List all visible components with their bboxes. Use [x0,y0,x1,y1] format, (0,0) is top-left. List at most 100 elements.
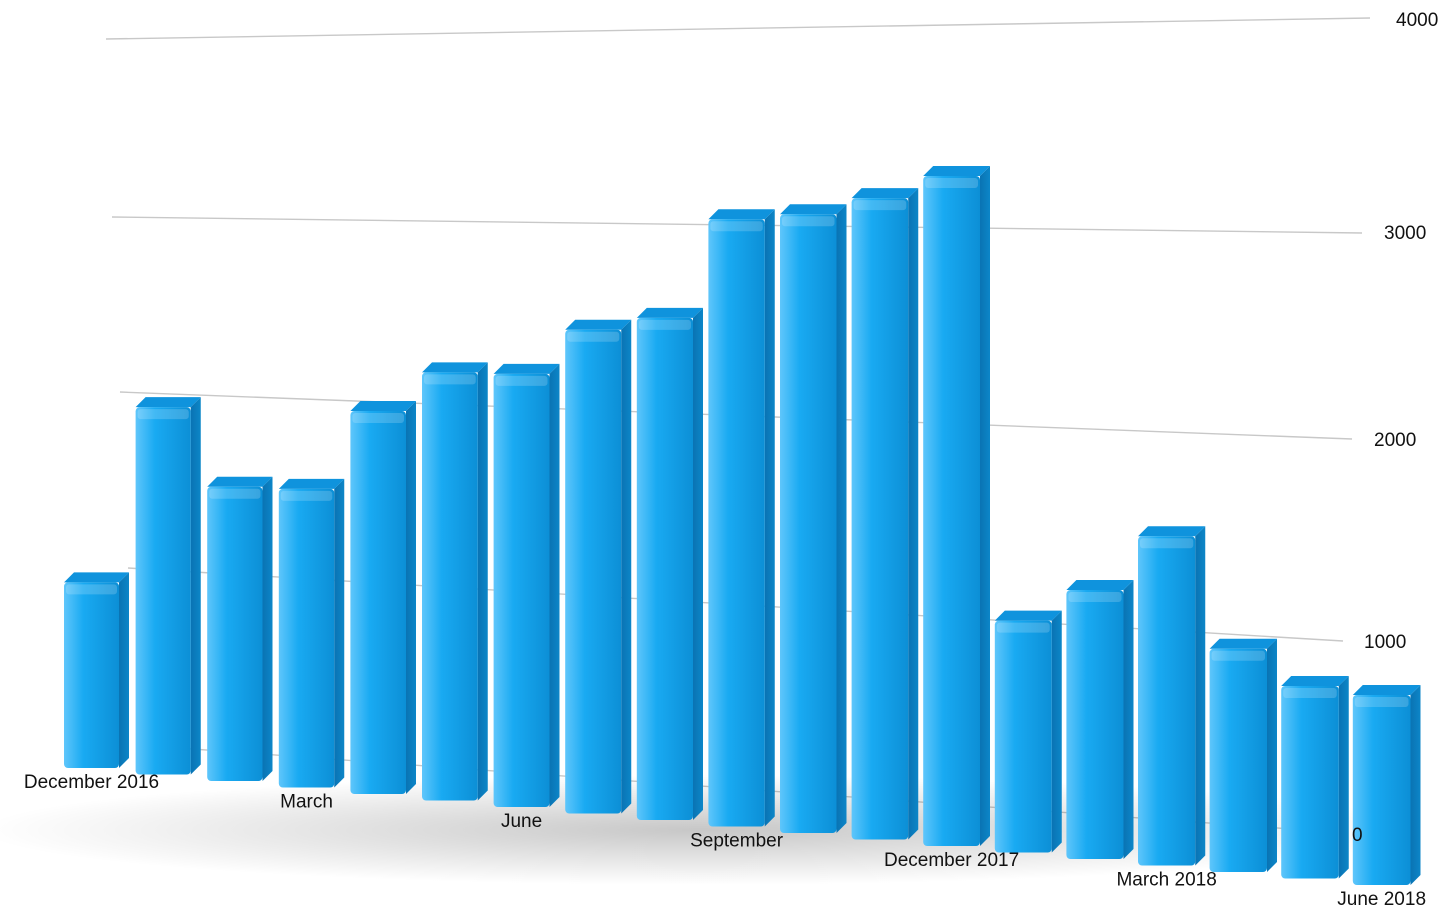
bar-top [1138,526,1206,537]
bar-side [980,165,990,846]
bars [64,165,1421,885]
bar-side [190,397,201,775]
bar [923,165,990,846]
bar-front [708,219,765,827]
bar-top [1209,638,1277,649]
bar-side [693,307,703,820]
bar-side [1267,638,1277,872]
bar-top [278,478,345,489]
bar [1138,526,1206,866]
bar [135,397,201,775]
bar-highlight [137,409,189,420]
bar-highlight [710,221,763,232]
bar-side [477,362,488,801]
y-tick-label: 4000 [1396,10,1438,31]
bar-top [1066,580,1134,591]
bar-highlight [782,216,835,227]
bar-side [334,478,345,788]
bar [1066,580,1134,859]
bar-top [493,363,560,374]
bar [1209,638,1277,872]
bar [64,572,129,768]
bar-front [350,411,406,794]
bar-front [923,175,980,846]
bar-side [1410,685,1421,885]
bar [350,401,416,794]
bar-highlight [1283,687,1337,698]
bar [1281,675,1349,879]
bar-highlight [567,331,620,342]
x-category-label: March 2018 [1116,870,1216,891]
bar-top [1352,685,1421,696]
bar-side [764,209,775,827]
bar-highlight [1354,697,1409,708]
y-tick-label: 3000 [1384,223,1426,244]
bar [493,363,560,807]
bar-highlight [495,375,548,386]
bar-front [780,214,837,834]
bar-side [1338,675,1349,879]
bar [278,478,345,788]
bar-front [851,198,909,840]
bar-top [135,397,201,408]
bar-highlight [209,488,261,499]
bar-highlight [853,200,907,211]
bar [994,610,1062,853]
floor-shadow-ellipse [0,775,1420,885]
bar-top [851,188,919,199]
bar-front [64,582,119,768]
bar-side [262,476,273,781]
y-tick-label: 1000 [1364,632,1406,653]
bar-highlight [925,177,978,188]
bar [1352,685,1421,885]
y-tick-label: 2000 [1374,430,1416,451]
bar-front [1066,590,1124,859]
bar-top [64,572,129,583]
gridline-0 [105,17,1371,40]
bar-top [422,362,488,373]
bar-top [636,307,703,318]
bar-front [1138,536,1196,866]
bar-highlight [280,490,333,501]
bar [780,204,847,834]
bar-side [1051,610,1062,853]
bar-highlight [424,374,476,385]
bar-front [1281,685,1339,879]
bar-top [1281,675,1349,686]
bar-side [119,572,129,768]
x-axis-labels: December 2016 March June September December … [24,772,1426,910]
bar [851,188,919,840]
bar-highlight [352,413,404,424]
bar-highlight [1211,650,1265,661]
x-category-label: June [501,811,542,832]
bar-side [549,363,560,807]
bar-side [1123,580,1134,859]
bar-front [278,488,335,788]
x-category-label: March [280,792,333,813]
bar [636,307,703,820]
bar-front [1352,695,1411,885]
bar [565,319,632,814]
bar-front [422,372,478,801]
bar-front [1209,648,1267,872]
bar-side [836,204,847,834]
bar-side [621,319,632,814]
bar-highlight [1068,592,1122,603]
floor-shadow [0,775,1420,885]
bar [207,476,273,781]
bar-highlight [996,622,1050,633]
bar-front [636,317,693,820]
bar-highlight [66,584,117,595]
x-category-label: June 2018 [1337,889,1426,910]
bar-highlight [638,319,691,330]
bar-front [994,620,1052,853]
bar [708,209,775,827]
bar-front [135,407,191,775]
bar [422,362,488,801]
bar-front [207,486,263,781]
x-category-label: December 2017 [884,850,1019,871]
bar-front [493,373,550,807]
bar-top [350,401,416,412]
bar-top [565,319,632,330]
